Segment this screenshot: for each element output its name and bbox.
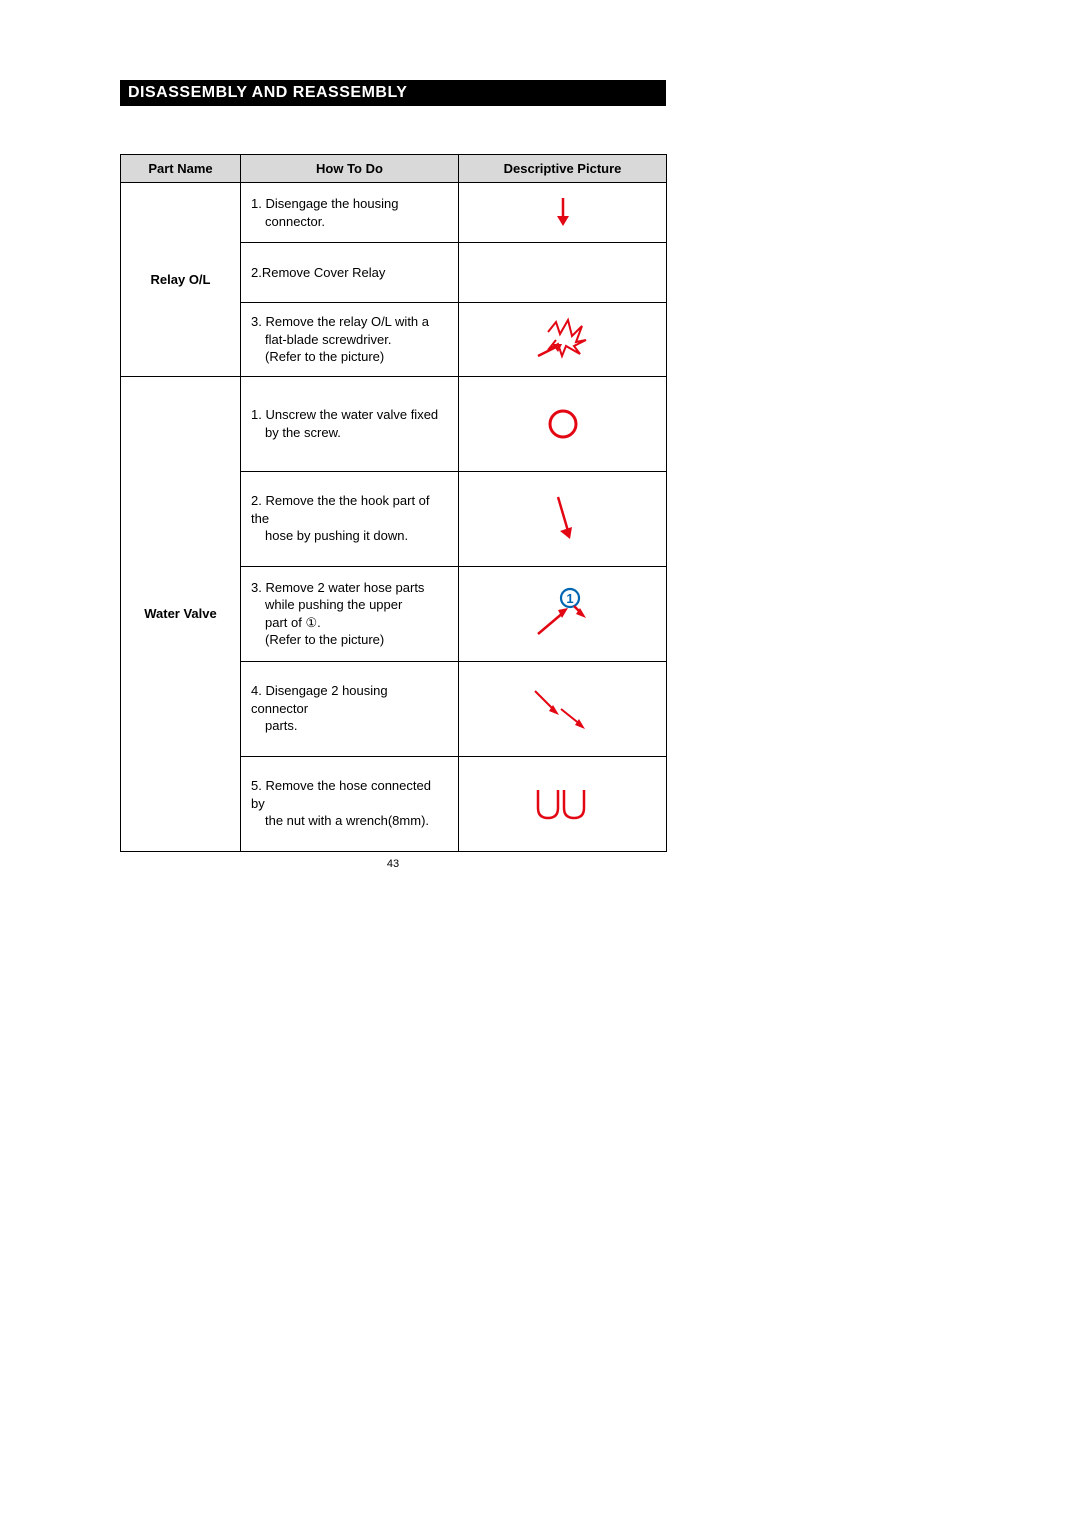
step-cont: while pushing the upper part of ①. (Refe… xyxy=(251,596,448,649)
burst-arrow-icon xyxy=(528,314,598,364)
col-header-part-name: Part Name xyxy=(121,155,241,183)
step-text: Remove the relay O/L with a xyxy=(265,314,429,329)
picture-cell xyxy=(459,756,667,851)
step-cont: flat-blade screwdriver. (Refer to the pi… xyxy=(251,331,448,366)
picture-cell xyxy=(459,471,667,566)
circled-one-arrow-icon: 1 xyxy=(528,584,598,644)
step-cont: connector. xyxy=(251,213,448,231)
col-header-how-to-do: How To Do xyxy=(241,155,459,183)
step-cell: 1. Unscrew the water valve fixed by the … xyxy=(241,376,459,471)
picture-cell: 1 xyxy=(459,566,667,661)
part-name-water-valve: Water Valve xyxy=(121,376,241,851)
step-cell: 3. Remove the relay O/L with a flat-blad… xyxy=(241,303,459,377)
step-cell: 5. Remove the hose connected by the nut … xyxy=(241,756,459,851)
table-row: Relay O/L 1. Disengage the housing conne… xyxy=(121,183,667,243)
step-text: Unscrew the water valve fixed xyxy=(265,407,438,422)
step-cont: by the screw. xyxy=(251,424,448,442)
step-num: 1. xyxy=(251,407,262,422)
picture-cell xyxy=(459,243,667,303)
picture-cell xyxy=(459,303,667,377)
page: DISASSEMBLY AND REASSEMBLY Part Name How… xyxy=(0,0,1080,910)
step-text: Disengage the housing xyxy=(265,196,398,211)
step-num: 4. xyxy=(251,683,262,698)
step-cont: the nut with a wrench(8mm). xyxy=(251,812,448,830)
table-header-row: Part Name How To Do Descriptive Picture xyxy=(121,155,667,183)
double-u-icon xyxy=(528,784,598,824)
col-header-descriptive-picture: Descriptive Picture xyxy=(459,155,667,183)
step-text: Remove the hose connected by xyxy=(251,778,431,811)
page-number: 43 xyxy=(120,858,666,870)
step-text: Disengage 2 housing connector xyxy=(251,683,388,716)
picture-cell xyxy=(459,183,667,243)
step-cont: hose by pushing it down. xyxy=(251,527,448,545)
step-num: 3. xyxy=(251,314,262,329)
step-cell: 2.Remove Cover Relay xyxy=(241,243,459,303)
diagonal-arrow-icon xyxy=(538,489,588,549)
step-text: Remove the the hook part of the xyxy=(251,493,430,526)
step-cell: 3. Remove 2 water hose parts while pushi… xyxy=(241,566,459,661)
part-name-relay: Relay O/L xyxy=(121,183,241,377)
picture-cell xyxy=(459,376,667,471)
step-text: Remove Cover Relay xyxy=(262,265,386,280)
disassembly-table: Part Name How To Do Descriptive Picture … xyxy=(120,154,667,852)
step-num: 1. xyxy=(251,196,262,211)
section-title: DISASSEMBLY AND REASSEMBLY xyxy=(120,80,666,106)
two-arrows-icon xyxy=(523,681,603,736)
table-row: Water Valve 1. Unscrew the water valve f… xyxy=(121,376,667,471)
arrow-down-icon xyxy=(543,196,583,230)
step-num: 2. xyxy=(251,265,262,280)
step-cont: parts. xyxy=(251,717,448,735)
step-cell: 1. Disengage the housing connector. xyxy=(241,183,459,243)
step-text: Remove 2 water hose parts xyxy=(265,580,424,595)
step-num: 3. xyxy=(251,580,262,595)
step-cell: 2. Remove the the hook part of the hose … xyxy=(241,471,459,566)
picture-cell xyxy=(459,661,667,756)
step-num: 2. xyxy=(251,493,262,508)
step-cell: 4. Disengage 2 housing connector parts. xyxy=(241,661,459,756)
circle-icon xyxy=(543,404,583,444)
step-num: 5. xyxy=(251,778,262,793)
svg-text:1: 1 xyxy=(566,591,573,606)
